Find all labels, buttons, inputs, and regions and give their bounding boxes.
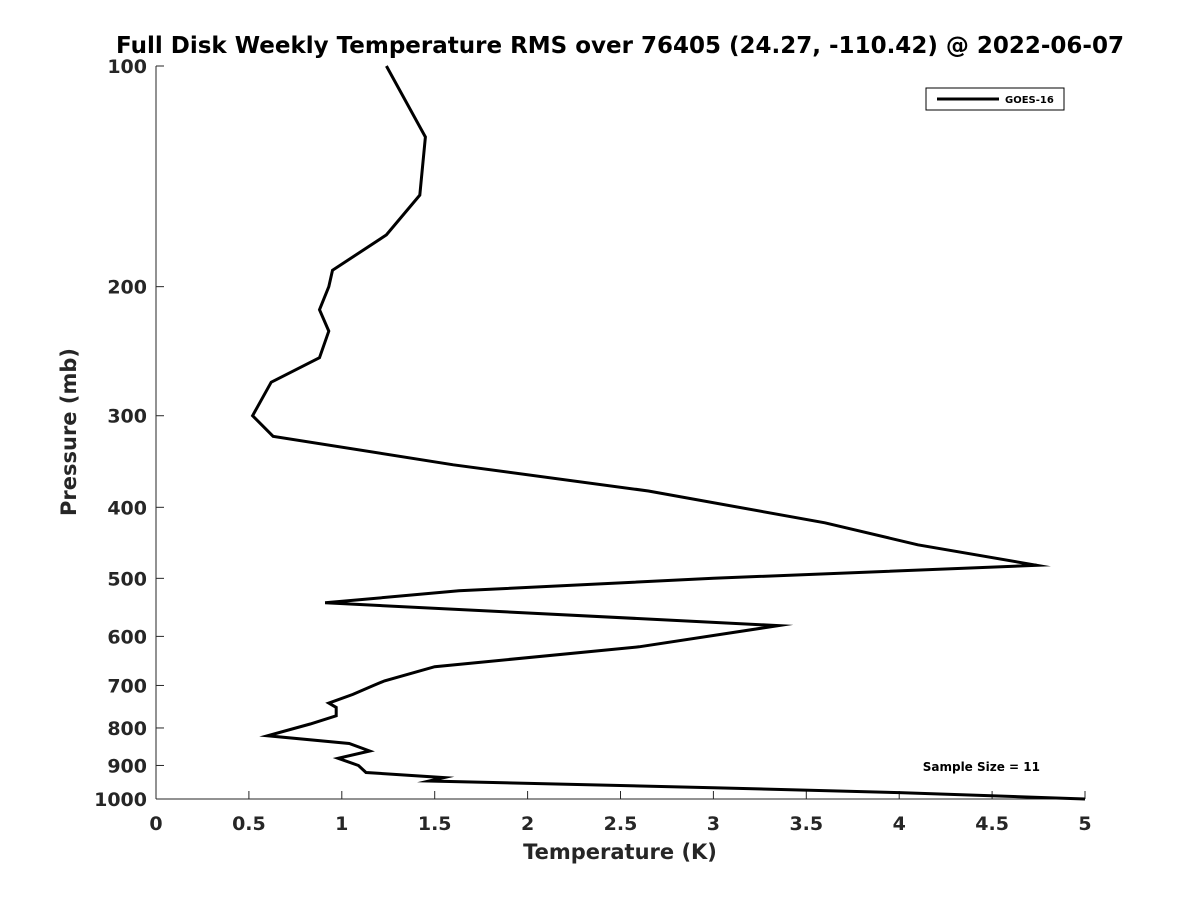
y-tick-label: 300 [107, 406, 147, 428]
x-axis-label: Temperature (K) [523, 840, 717, 864]
legend-label-goes-16: GOES-16 [1005, 95, 1054, 106]
x-tick-label: 2 [521, 813, 534, 835]
y-tick-label: 400 [107, 497, 147, 519]
x-tick-label: 3 [707, 813, 720, 835]
x-tick-label: 0.5 [232, 813, 266, 835]
x-tick-label: 1 [335, 813, 348, 835]
x-tick-label: 3.5 [789, 813, 823, 835]
y-ticks: 100 200 300 400 500 600 700 800 900 1000 [94, 56, 164, 811]
y-tick-label: 1000 [94, 789, 147, 811]
x-tick-label: 5 [1078, 813, 1091, 835]
legend: GOES-16 [925, 87, 1065, 111]
y-tick-label: 500 [107, 568, 147, 590]
series-line-goes-16 [250, 65, 1086, 801]
x-ticks: 0 0.5 1 1.5 2 2.5 3 3.5 4 4.5 5 [149, 791, 1092, 835]
y-tick-label: 100 [107, 56, 147, 78]
x-tick-label: 4 [893, 813, 906, 835]
y-tick-label: 700 [107, 675, 147, 697]
y-axis-label: Pressure (mb) [57, 348, 81, 516]
sample-size-annotation: Sample Size = 11 [923, 760, 1040, 774]
x-tick-label: 1.5 [418, 813, 452, 835]
y-tick-label: 200 [107, 277, 147, 299]
chart-title: Full Disk Weekly Temperature RMS over 76… [116, 33, 1124, 59]
series-layer [250, 65, 1086, 801]
x-tick-label: 4.5 [975, 813, 1009, 835]
x-tick-label: 2.5 [604, 813, 638, 835]
x-tick-label: 0 [149, 813, 162, 835]
y-tick-label: 600 [107, 626, 147, 648]
y-tick-label: 800 [107, 718, 147, 740]
y-tick-label: 900 [107, 755, 147, 777]
